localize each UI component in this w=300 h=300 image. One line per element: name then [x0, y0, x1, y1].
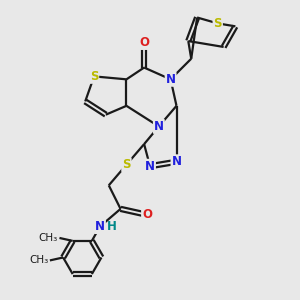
Text: N: N — [154, 120, 164, 133]
Text: N: N — [95, 220, 105, 233]
Text: S: S — [214, 17, 222, 30]
Text: CH₃: CH₃ — [39, 233, 58, 243]
Text: N: N — [172, 155, 182, 168]
Text: O: O — [142, 208, 152, 221]
Text: N: N — [166, 73, 176, 86]
Text: S: S — [90, 70, 98, 83]
Text: N: N — [145, 160, 155, 173]
Text: H: H — [106, 220, 116, 233]
Text: CH₃: CH₃ — [29, 255, 48, 266]
Text: O: O — [139, 36, 149, 49]
Text: S: S — [122, 158, 131, 171]
